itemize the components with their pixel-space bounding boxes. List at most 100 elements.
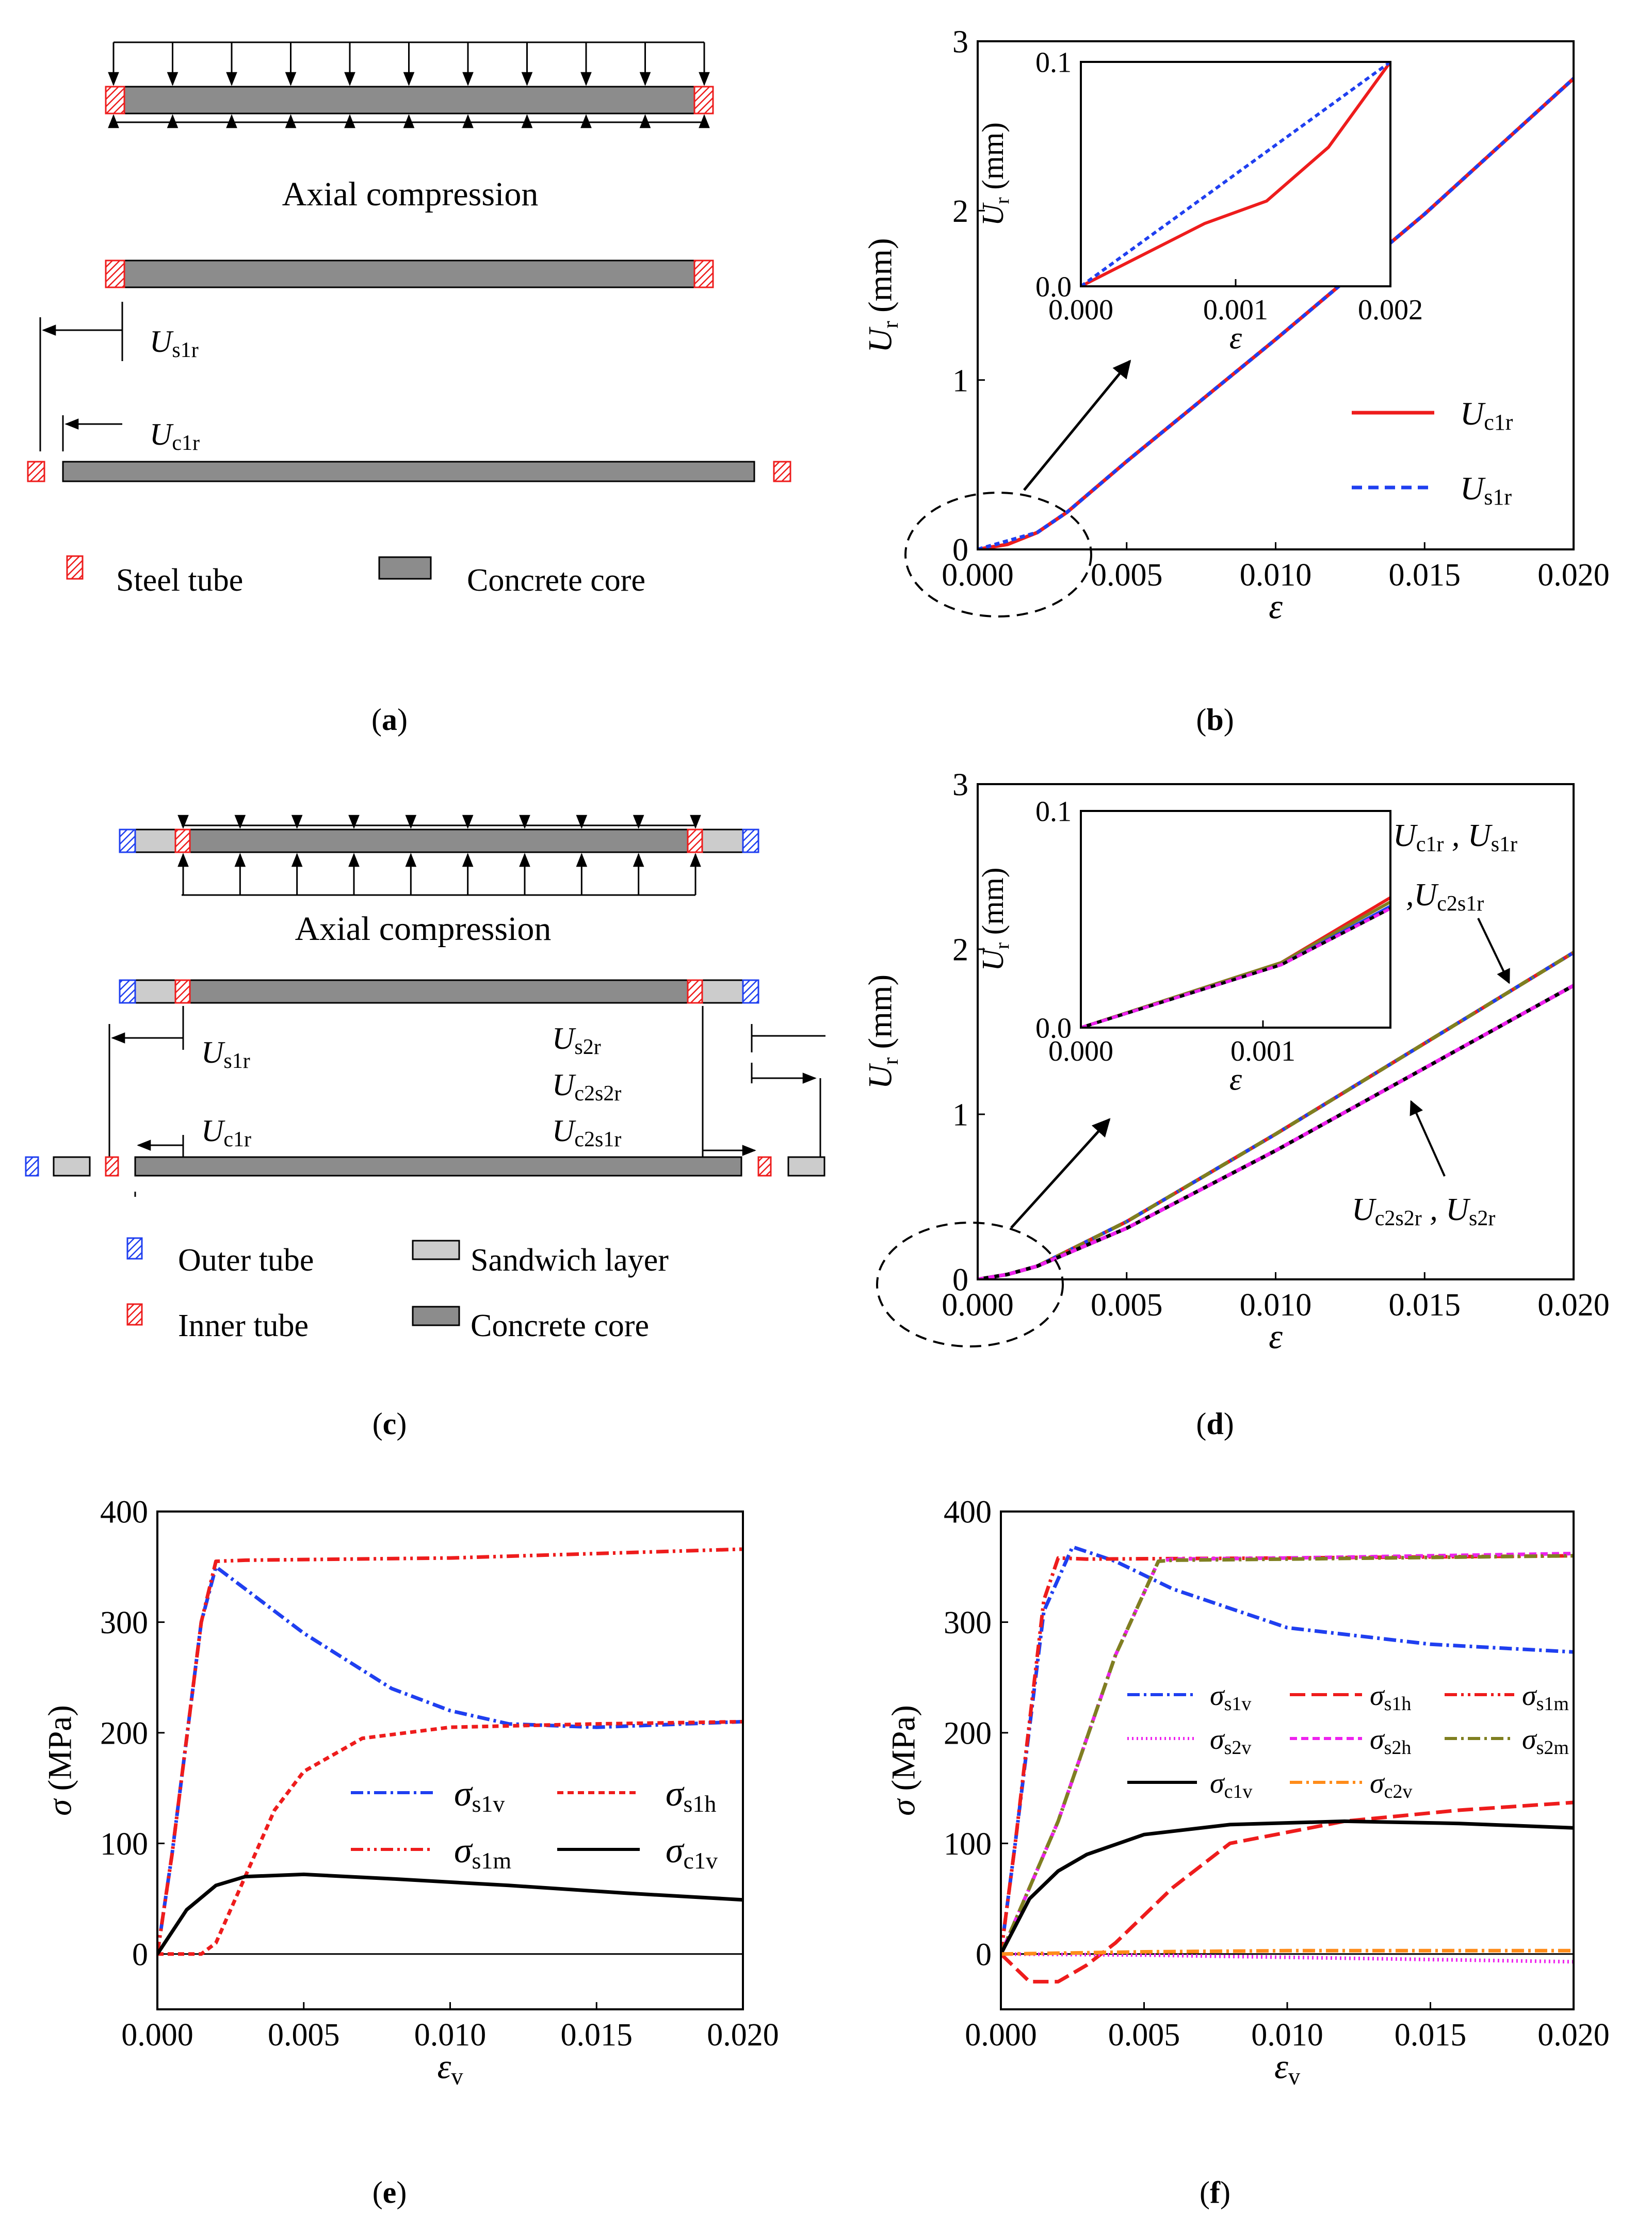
x-tick-label: 0.002 (1358, 294, 1423, 326)
y-tick-label: 0.0 (1035, 1013, 1072, 1045)
panel-a-title: Axial compression (282, 175, 539, 213)
x-tick-label: 0.010 (1251, 2018, 1323, 2053)
panel-d-annotation-top: Uc1r , Us1r (1393, 818, 1517, 856)
panel-f-legend-c2v: σc2v (1370, 1767, 1413, 1802)
panel-b-zoom-ellipse (904, 492, 1092, 618)
x-tick-label: 0.015 (1389, 1288, 1461, 1323)
panel-c-inner-right-2 (687, 979, 703, 1004)
panel-a-steel-end-left-1 (105, 86, 125, 115)
x-tick-label: 0.020 (1537, 2018, 1610, 2053)
x-tick-label: 0.000 (942, 558, 1014, 593)
series-line-lower-black (978, 984, 1574, 1279)
y-tick-label: 3 (952, 25, 968, 60)
y-tick-label: 0.1 (1035, 47, 1072, 79)
y-tick-label: 400 (100, 1495, 148, 1530)
panel-c-title: Axial compression (295, 910, 552, 948)
x-tick-label: 0.020 (707, 2018, 779, 2053)
panel-c-legend-outer: Outer tube (178, 1243, 314, 1278)
panel-c-legend-outer-swatch (126, 1237, 143, 1260)
x-tick-label: 0.005 (268, 2018, 340, 2053)
series-line-s2v (1001, 1952, 1574, 1964)
series-line-s1m (157, 1547, 743, 1955)
plot-frame (1080, 810, 1391, 1029)
y-tick-label: 100 (100, 1827, 148, 1862)
series-line-s1v (1001, 1545, 1574, 1955)
panel-e-caption: (e) (372, 2175, 407, 2209)
y-axis-label: σ (MPa) (42, 1705, 79, 1816)
panel-a-dimension-lines (39, 302, 123, 451)
x-axis-label: ε (1269, 1317, 1283, 1356)
panel-f-legend: σs1v σs1h σs1m σs2v σs2h σs2m σc1v σc2v (1127, 1680, 1569, 1802)
series-line-s1h (1001, 1800, 1574, 1984)
panel-c-core-1 (182, 828, 695, 853)
y-tick-label: 1 (952, 363, 968, 398)
panel-c-load-arrows (177, 815, 701, 896)
panel-b-legend-uc1r: Uc1r (1460, 395, 1513, 435)
panel-c-legend-concrete-swatch (412, 1306, 460, 1326)
y-tick-label: 100 (944, 1827, 992, 1862)
panel-c-outer-right-2 (742, 979, 759, 1004)
panel-d-annotation-bottom-arrow (1410, 1100, 1446, 1177)
x-tick-label: 0.015 (1389, 558, 1461, 593)
series-line-s1m (1001, 1554, 1574, 1955)
panel-e-legend: σs1v σs1h σs1m σc1v (351, 1774, 718, 1874)
y-tick-label: 0 (952, 533, 968, 568)
panel-b-zoom-arrow (1023, 360, 1131, 491)
panel-a-column-2 (112, 259, 705, 288)
panel-f-legend-s1h: σs1h (1370, 1680, 1411, 1715)
x-axis-label: ε (1229, 320, 1242, 355)
panel-a-label-uc1r: Uc1r (150, 417, 200, 455)
panel-d-zoom-arrow (1010, 1118, 1111, 1229)
panel-b-legend-us1r: Us1r (1460, 470, 1512, 510)
panel-e: 0.000 0.005 0.010 0.015 0.020 0 100 200 300 400 εv… (42, 1495, 779, 2209)
panel-c-legend-sandwich-swatch (412, 1240, 460, 1260)
panel-b-caption: (b) (1196, 703, 1234, 737)
x-axis-label: ε (1269, 587, 1283, 626)
panel-c-piece-inner-left (105, 1156, 119, 1177)
series-line-c1v (157, 1872, 743, 1955)
series-line-0 (1081, 62, 1390, 286)
y-tick-label: 0 (952, 1263, 968, 1298)
panel-c-label-uc2s1r: Uc2s1r (552, 1114, 621, 1151)
panel-c-piece-core (134, 1156, 742, 1177)
panel-a-label-us1r: Us1r (150, 324, 199, 362)
panel-e-legend-s1v: σs1v (454, 1774, 505, 1817)
y-tick-label: 0.0 (1035, 271, 1072, 303)
y-axis-label: Ur (mm) (862, 974, 903, 1089)
panel-a-legend-steel-swatch (66, 555, 84, 580)
panel-a-steel-piece-left (27, 461, 45, 482)
panel-a-column-3 (62, 461, 755, 482)
panel-c-legend-inner: Inner tube (178, 1308, 309, 1343)
x-tick-label: 0.010 (1240, 1288, 1312, 1323)
panel-a-steel-piece-right (773, 461, 791, 482)
panel-c-legend-sandwich: Sandwich layer (471, 1243, 669, 1278)
y-tick-label: 300 (944, 1605, 992, 1640)
series-line-4 (1081, 907, 1390, 1028)
plot-frame (977, 40, 1575, 550)
x-tick-label: 0.005 (1091, 1288, 1163, 1323)
panel-f-legend-s1v: σs1v (1210, 1680, 1251, 1715)
panel-e-legend-c1v: σc1v (666, 1831, 718, 1874)
panel-a-legend-concrete: Concrete core (467, 563, 645, 598)
panel-e-legend-s1h: σs1h (666, 1774, 716, 1817)
panel-c-legend-inner-swatch (126, 1303, 143, 1326)
panel-e-legend-s1m: σs1m (454, 1831, 511, 1874)
panel-d-annotation-top-arrow (1477, 918, 1510, 984)
panel-f-legend-s1m: σs1m (1522, 1680, 1569, 1715)
panel-a-column-1 (112, 86, 705, 115)
panel-a-top-load-arrows (108, 41, 710, 128)
x-tick-label: 0.000 (1048, 294, 1113, 326)
series-line-s1r (978, 77, 1574, 549)
panel-d-annotation-bottom: Uc2s2r , Us2r (1352, 1192, 1495, 1230)
series-line-c2v (1001, 1948, 1574, 1956)
series-line-s2m (1001, 1554, 1574, 1955)
panel-c-piece-sandwich-right (787, 1156, 825, 1177)
y-axis-label: σ (MPa) (885, 1705, 922, 1816)
y-tick-label: 1 (952, 1098, 968, 1133)
y-tick-label: 200 (100, 1716, 148, 1751)
panel-a-legend-steel: Steel tube (116, 563, 243, 598)
chart-e: 0.000 0.005 0.010 0.015 0.020 0 100 200 300 400 εv… (42, 1495, 779, 2090)
